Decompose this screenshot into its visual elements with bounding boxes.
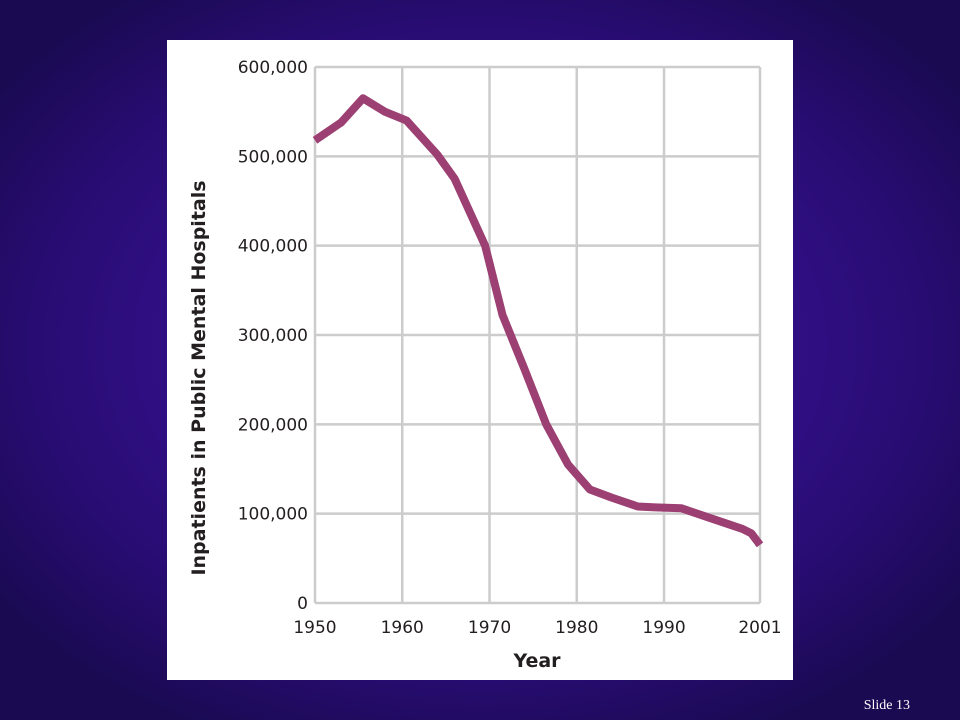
x-tick-label: 2001 — [738, 618, 781, 638]
y-tick-label: 100,000 — [238, 505, 308, 525]
x-axis-title: Year — [512, 650, 561, 672]
x-tick-label: 1990 — [642, 618, 685, 638]
line-chart: 0 100,000 200,000 300,000 400,000 500,000 600,… — [188, 58, 782, 672]
y-tick-label: 200,000 — [238, 415, 308, 435]
y-tick-label: 500,000 — [238, 147, 308, 167]
slide-number: Slide 13 — [863, 698, 910, 713]
tick-labels: 0 100,000 200,000 300,000 400,000 500,000 600,… — [238, 58, 782, 638]
series-layer — [312, 94, 764, 548]
chart-panel: 0 100,000 200,000 300,000 400,000 500,000 600,… — [167, 40, 793, 680]
y-tick-label: 400,000 — [238, 237, 308, 257]
x-tick-label: 1970 — [468, 618, 511, 638]
x-tick-label: 1960 — [381, 618, 424, 638]
y-tick-label: 0 — [297, 594, 308, 614]
x-tick-label: 1980 — [555, 618, 598, 638]
y-axis-title: Inpatients in Public Mental Hospitals — [188, 180, 210, 575]
y-tick-label: 300,000 — [238, 326, 308, 346]
grid-lines — [313, 65, 762, 605]
y-tick-label: 600,000 — [238, 58, 308, 78]
series-line — [312, 94, 764, 548]
x-tick-label: 1950 — [293, 618, 336, 638]
